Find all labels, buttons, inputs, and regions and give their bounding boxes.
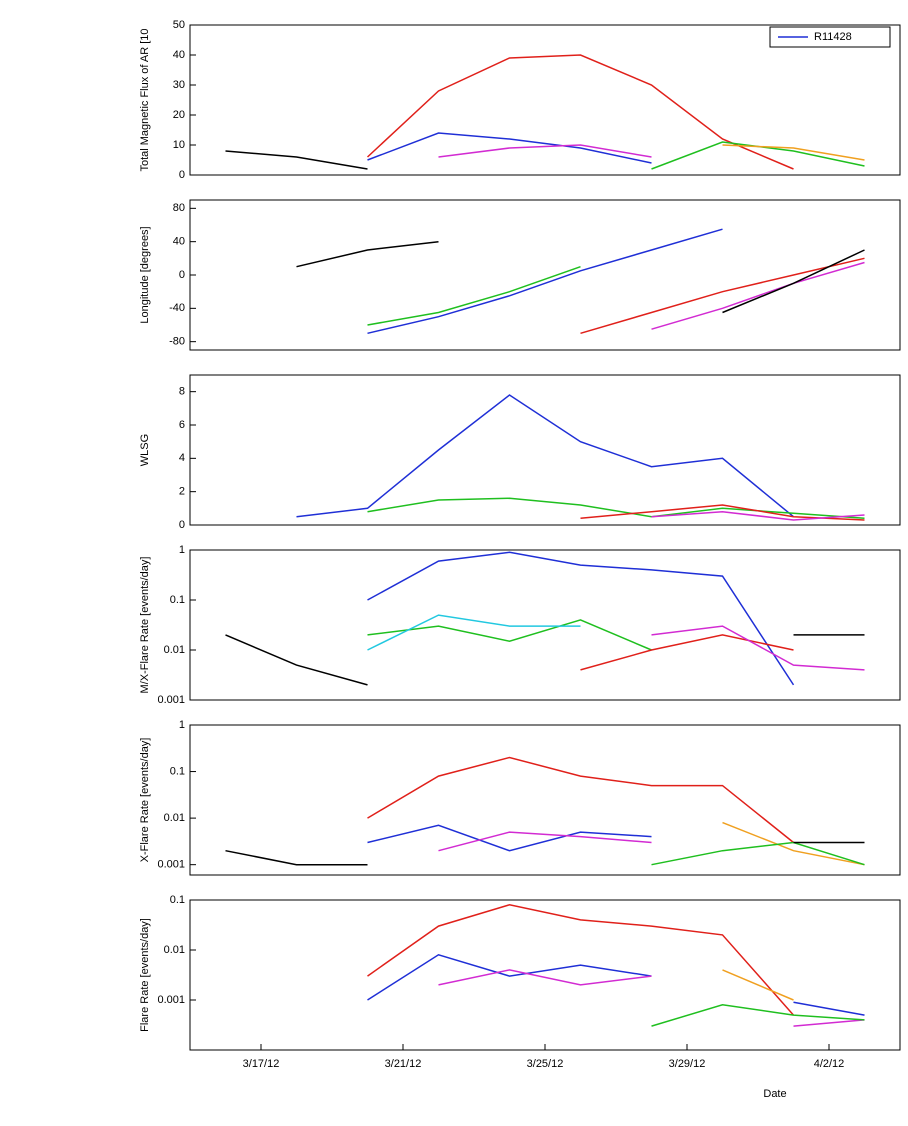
y-tick-label: 4: [179, 452, 185, 464]
plot-frame: [190, 550, 900, 700]
chart: 01020304050Total Magnetic Flux of AR [10…: [0, 0, 908, 1121]
y-tick-label: 0.1: [170, 894, 185, 906]
series-line: [297, 242, 865, 313]
page: 01020304050Total Magnetic Flux of AR [10…: [0, 0, 908, 1126]
y-tick-label: 30: [173, 79, 185, 91]
y-tick-label: 80: [173, 202, 185, 214]
y-tick-label: 40: [173, 236, 185, 248]
y-tick-label: 0.001: [157, 694, 185, 706]
x-tick-label: 3/21/12: [385, 1058, 422, 1070]
y-tick-label: 0.001: [157, 859, 185, 871]
series-line: [297, 395, 794, 517]
y-axis-label: WLSG: [139, 434, 151, 466]
y-tick-label: -80: [169, 336, 185, 348]
y-tick-label: 20: [173, 109, 185, 121]
series-line: [368, 55, 794, 169]
y-tick-label: 0: [179, 519, 185, 531]
y-tick-label: 6: [179, 419, 185, 431]
series-line: [368, 758, 794, 843]
x-tick-label: 3/29/12: [669, 1058, 706, 1070]
y-tick-label: -40: [169, 302, 185, 314]
y-tick-label: 8: [179, 386, 185, 398]
y-tick-label: 0.1: [170, 765, 185, 777]
y-tick-label: 0: [179, 269, 185, 281]
y-axis-label: M/X-Flare Rate [events/day]: [139, 557, 151, 694]
y-tick-label: 0.001: [157, 994, 185, 1006]
series-line: [439, 970, 865, 1026]
series-line: [368, 620, 652, 650]
x-tick-label: 3/17/12: [243, 1058, 280, 1070]
series-line: [368, 955, 865, 1015]
plot-frame: [190, 900, 900, 1050]
series-line: [652, 843, 865, 865]
y-tick-label: 2: [179, 486, 185, 498]
y-axis-label: Longitude [degrees]: [139, 226, 151, 323]
y-tick-label: 0.01: [164, 812, 185, 824]
y-tick-label: 1: [179, 544, 185, 556]
series-line: [226, 151, 368, 169]
y-tick-label: 0.1: [170, 594, 185, 606]
y-tick-label: 50: [173, 19, 185, 31]
x-tick-label: 3/25/12: [527, 1058, 564, 1070]
y-axis-label: X-Flare Rate [events/day]: [139, 738, 151, 863]
x-axis-label: Date: [763, 1088, 786, 1100]
series-line: [652, 263, 865, 330]
series-line: [226, 635, 865, 685]
plot-frame: [190, 725, 900, 875]
y-tick-label: 1: [179, 719, 185, 731]
series-line: [368, 229, 723, 333]
series-line: [652, 626, 865, 670]
y-tick-label: 0: [179, 169, 185, 181]
series-line: [439, 145, 652, 157]
series-line: [581, 635, 794, 670]
y-tick-label: 0.01: [164, 944, 185, 956]
y-tick-label: 10: [173, 139, 185, 151]
y-tick-label: 0.01: [164, 644, 185, 656]
y-tick-label: 40: [173, 49, 185, 61]
y-axis-label: Total Magnetic Flux of AR [10: [139, 28, 151, 171]
x-tick-label: 4/2/12: [814, 1058, 845, 1070]
series-line: [368, 267, 581, 325]
plot-frame: [190, 375, 900, 525]
series-line: [368, 825, 652, 850]
y-axis-label: Flare Rate [events/day]: [139, 918, 151, 1032]
legend-label: R11428: [814, 31, 852, 43]
series-line: [368, 615, 581, 650]
